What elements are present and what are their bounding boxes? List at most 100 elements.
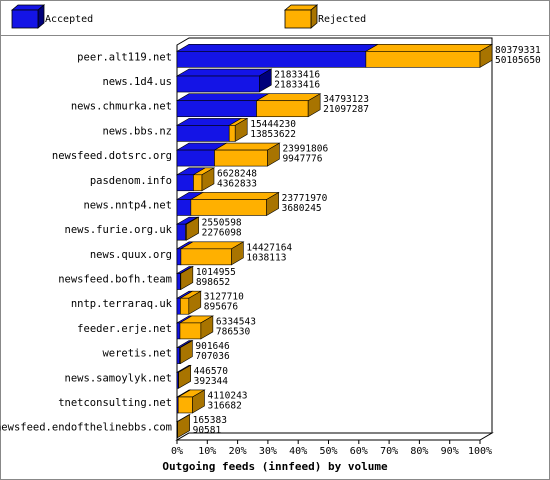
x-tick-label: 30% (259, 446, 277, 457)
value-label-total: 15444230 (250, 119, 296, 130)
category-label: tnetconsulting.net (58, 397, 172, 409)
x-tick-label: 100% (468, 446, 492, 457)
bar-top-face (175, 93, 270, 102)
bar-top-face (175, 44, 379, 52)
bar-top-face (189, 192, 280, 200)
bar (176, 248, 182, 266)
value-label-total: 1014955 (196, 267, 236, 278)
bar-side-face (177, 414, 190, 439)
value-label-accepted: 392344 (194, 376, 229, 387)
value-label-accepted: 9947776 (282, 154, 322, 165)
bar-side-face (186, 216, 199, 241)
category-label: feeder.erje.net (77, 323, 172, 335)
bar-side-face (192, 389, 205, 414)
bar (176, 100, 257, 118)
bar (176, 347, 180, 364)
value-label-total: 4110243 (207, 390, 247, 401)
category-label: newsfeed.endofthelinebbs.com (0, 422, 172, 434)
bar-side-face (259, 68, 272, 93)
bar-top-face (364, 44, 494, 52)
value-label-total: 34793123 (323, 94, 369, 105)
category-label: peer.alt119.net (77, 51, 172, 63)
x-tick-label: 80% (410, 446, 428, 457)
value-label-accepted: 786530 (216, 326, 251, 337)
bar-side-face (307, 93, 321, 118)
value-label-accepted: 90581 (193, 425, 222, 436)
category-label: newsfeed.dotsrc.org (52, 150, 172, 162)
category-label: weretis.net (102, 348, 172, 360)
bar-side-face (200, 315, 214, 340)
x-tick-label: 50% (319, 446, 337, 457)
value-label-total: 21833416 (274, 70, 320, 81)
value-label-accepted: 4362833 (217, 178, 257, 189)
bar-side-face (266, 191, 279, 216)
value-label-total: 901646 (195, 341, 230, 352)
value-label-total: 23991806 (282, 144, 328, 155)
bar (176, 125, 230, 142)
value-label-accepted: 13853622 (250, 129, 296, 140)
value-label-accepted: 50105650 (495, 55, 541, 66)
category-label: news.furie.org.uk (65, 224, 173, 236)
bar-side-face (231, 241, 244, 266)
bar (176, 273, 181, 290)
category-label: newsfeed.bofh.team (58, 274, 172, 286)
category-label: news.bbs.nz (102, 125, 172, 137)
bar-side-face (188, 290, 202, 315)
x-axis-title: Outgoing feeds (innfeed) by volume (162, 460, 388, 473)
bar (256, 100, 309, 118)
value-label-total: 6628248 (217, 168, 257, 179)
bar (180, 248, 232, 266)
bar-top-face (175, 68, 273, 77)
value-label-accepted: 3680245 (282, 203, 322, 214)
value-label-total: 2550598 (202, 218, 242, 229)
bar-side-face (201, 167, 215, 192)
bar (176, 297, 181, 315)
bar (176, 174, 194, 192)
bar (176, 149, 215, 167)
value-label-accepted: 707036 (195, 351, 230, 362)
x-tick-label: 10% (198, 446, 216, 457)
value-label-total: 446570 (194, 366, 229, 377)
value-label-accepted: 2276098 (202, 228, 242, 239)
legend-label: Accepted (45, 14, 93, 25)
bar (190, 199, 267, 216)
bar-side-face (180, 266, 194, 291)
value-label-total: 3127710 (204, 292, 244, 303)
value-label-accepted: 21097287 (323, 104, 369, 115)
bar (365, 51, 481, 68)
value-label-accepted: 1038113 (246, 252, 286, 263)
plot-floor (175, 432, 494, 441)
bar (176, 51, 367, 68)
bar (176, 199, 192, 216)
value-label-total: 6334543 (216, 316, 256, 327)
category-label: news.1d4.us (102, 76, 172, 88)
bar (180, 297, 190, 315)
value-label-accepted: 316682 (207, 400, 241, 411)
bar-side-face (178, 364, 191, 389)
value-label-accepted: 21833416 (274, 80, 320, 91)
bar (177, 396, 193, 414)
bar-side-face (267, 142, 280, 167)
bar (176, 322, 181, 340)
category-label: news.samoylyk.net (65, 372, 172, 384)
value-label-total: 80379331 (495, 45, 541, 56)
x-tick-label: 90% (441, 446, 459, 457)
x-tick-label: 20% (229, 446, 247, 457)
bar (179, 322, 202, 340)
legend-swatch (11, 9, 39, 29)
bar-side-face (234, 117, 248, 142)
bar (193, 174, 203, 192)
legend-label: Rejected (318, 14, 366, 25)
value-label-accepted: 895676 (204, 302, 239, 313)
value-label-accepted: 898652 (196, 277, 230, 288)
category-label: news.chmurka.net (71, 101, 172, 113)
x-tick-label: 60% (350, 446, 368, 457)
bar (176, 75, 260, 93)
value-label-total: 165383 (193, 415, 227, 426)
category-label: news.quux.org (90, 249, 172, 261)
bar-side-face (479, 43, 493, 68)
x-tick-label: 70% (380, 446, 398, 457)
bar (176, 223, 186, 241)
bar (228, 125, 236, 142)
